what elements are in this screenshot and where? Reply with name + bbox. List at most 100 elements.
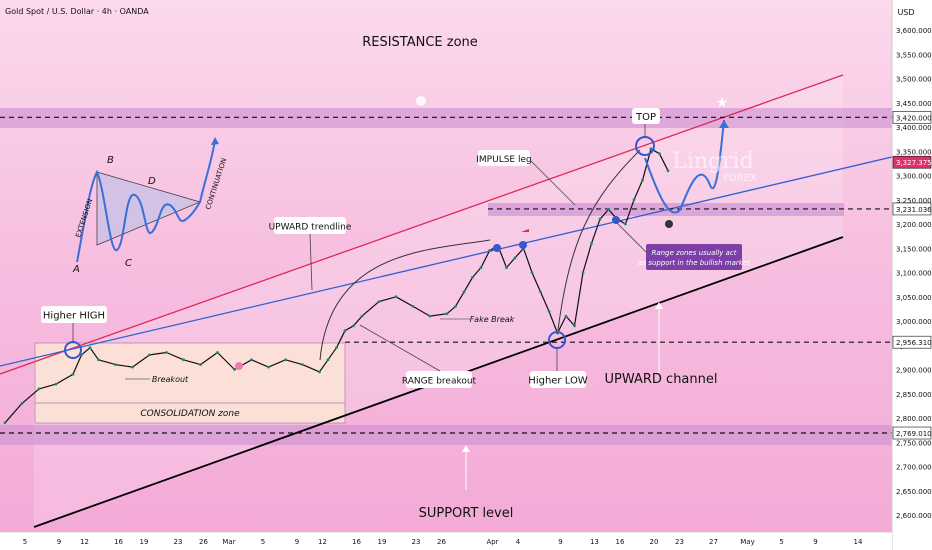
price-point — [343, 329, 347, 333]
y-tick-label: 3,300.000 — [896, 173, 932, 181]
resistance-zone-label: RESISTANCE zone — [362, 35, 478, 50]
price-label-box — [892, 426, 932, 440]
y-tick-label: 2,850.000 — [896, 391, 932, 399]
higher-low-label-box — [530, 371, 586, 388]
x-tick-label: 23 — [675, 538, 684, 546]
y-tick-label: 3,550.000 — [896, 51, 932, 59]
x-tick-label: 12 — [80, 538, 89, 546]
price-point — [666, 169, 670, 173]
x-tick-label: 4 — [516, 538, 521, 546]
price-point — [37, 387, 41, 391]
price-point — [250, 358, 253, 362]
price-point — [377, 300, 381, 303]
price-point — [598, 217, 602, 221]
y-tick-label: 3,250.000 — [896, 197, 932, 205]
x-tick-label: 16 — [352, 538, 361, 546]
price-point — [505, 266, 508, 269]
price-label-box — [892, 335, 932, 349]
consolidation-zone-box — [34, 342, 346, 424]
x-tick-label: 26 — [437, 538, 446, 546]
support-zone-band — [0, 425, 892, 445]
price-point — [641, 178, 644, 182]
x-tick-label: 26 — [199, 538, 208, 546]
price-point — [564, 314, 568, 318]
symbol-title: Gold Spot / U.S. Dollar · 4h · OANDA — [5, 7, 149, 16]
pivot-dot-2 — [519, 241, 527, 249]
x-tick-label: 5 — [23, 538, 27, 546]
price-label-box — [892, 111, 932, 124]
higher-low-marker — [548, 331, 566, 349]
price-point — [454, 305, 457, 308]
x-tick-label: 13 — [590, 538, 599, 546]
projected-path-arrowhead — [719, 120, 729, 128]
flag-icon — [521, 229, 529, 232]
price-point — [267, 365, 270, 369]
impulse-leg-label: IMPULSE leg — [476, 155, 531, 165]
y-tick-label: 2,800.000 — [896, 415, 932, 423]
upward-trendline-label-box — [274, 217, 346, 234]
pivot-dot-3 — [612, 216, 620, 224]
price-point — [530, 271, 534, 274]
breakout-label: Breakout — [152, 375, 189, 384]
triangle-wave — [76, 139, 216, 263]
upward-trendline — [0, 156, 893, 367]
range-breakout-label-box — [406, 371, 472, 388]
range-note-box — [646, 244, 742, 270]
continuation-label: CONTINUATION — [204, 157, 228, 211]
higher-high-label-box — [41, 306, 107, 323]
price-point — [216, 351, 219, 354]
x-tick-label: Mar — [222, 538, 235, 546]
eye-icon — [665, 220, 673, 228]
consolidation-zone-label: CONSOLIDATION zone — [140, 409, 240, 419]
price-point — [199, 363, 202, 366]
price-point — [352, 324, 355, 328]
x-tick-label: 9 — [295, 538, 299, 546]
y-tick-label: 3,400.000 — [896, 124, 932, 132]
price-point — [624, 222, 627, 226]
price-point — [590, 242, 593, 245]
price-point — [607, 208, 610, 211]
resistance-zone-band — [0, 108, 892, 128]
range-note-connector — [615, 221, 647, 253]
upward-channel-label: UPWARD channel — [604, 372, 717, 387]
upward-trendline-label: UPWARD trendline — [269, 223, 352, 233]
range-breakout-label: RANGE breakout — [402, 377, 477, 387]
watermark-sub: FOREX — [723, 173, 757, 184]
price-point — [335, 346, 338, 350]
price-point — [301, 363, 304, 366]
price-point — [182, 358, 185, 362]
price-point — [284, 358, 287, 362]
price-label-text: 2,769.010 — [896, 430, 932, 438]
price-label-text: 2,956.310 — [896, 339, 932, 347]
snail-icon — [235, 362, 243, 370]
x-tick-label: 27 — [709, 538, 718, 546]
smile-icon — [416, 96, 426, 106]
y-tick-label: 2,900.000 — [896, 367, 932, 375]
x-tick-label: 14 — [854, 538, 863, 546]
x-tick-label: 9 — [558, 538, 562, 546]
price-point — [131, 365, 134, 369]
pivot-dot-1 — [493, 244, 501, 252]
price-point — [471, 276, 474, 279]
price-point — [165, 351, 168, 354]
price-label-text: 3,327.375 — [896, 159, 932, 167]
triangle-label-b: B — [107, 155, 114, 166]
y-tick-label: 3,100.000 — [896, 270, 932, 278]
price-point — [20, 402, 24, 405]
x-tick-label: Apr — [486, 538, 498, 546]
x-tick-label: 9 — [57, 538, 61, 546]
projected-path — [644, 119, 725, 214]
price-point — [88, 346, 92, 350]
x-tick-label: 16 — [616, 538, 625, 546]
impulse-leg-label-box — [478, 150, 530, 166]
x-tick-label: 20 — [650, 538, 659, 546]
price-point — [411, 305, 415, 308]
support-level-label: SUPPORT level — [419, 506, 514, 521]
y-tick-label: 3,500.000 — [896, 76, 932, 84]
y-tick-label: 2,700.000 — [896, 464, 932, 472]
price-label-box — [892, 202, 932, 216]
higher-low-label: Higher LOW — [528, 376, 588, 387]
channel-upper-line — [0, 74, 844, 375]
price-point — [54, 382, 58, 386]
